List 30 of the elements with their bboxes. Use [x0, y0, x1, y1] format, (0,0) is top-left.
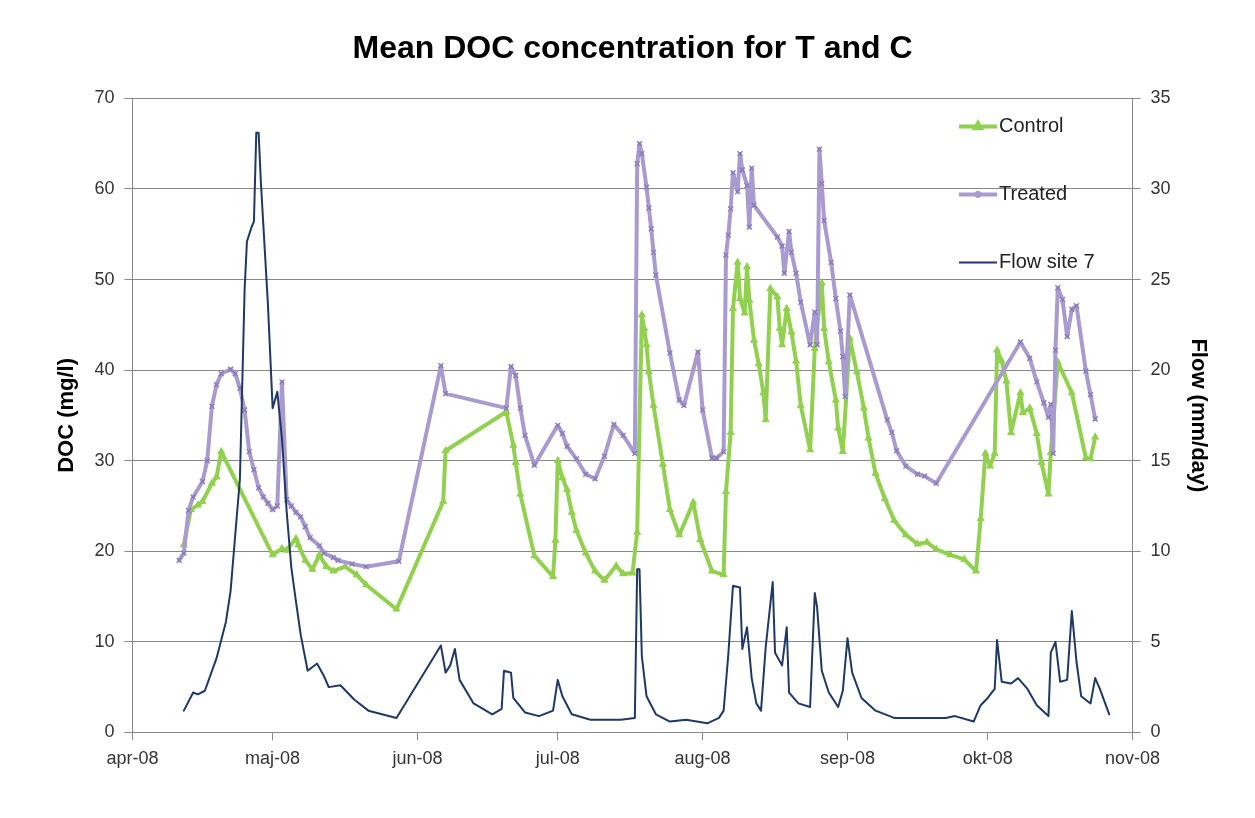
y-tick-label: 30 — [94, 449, 115, 470]
y-tick-label: 20 — [94, 540, 115, 561]
y-tick-label: 60 — [94, 177, 115, 198]
y2-axis-title: Flow (mm/day) — [1186, 338, 1212, 493]
x-tick-label: okt-08 — [962, 748, 1013, 769]
y-tick-label: 40 — [94, 359, 115, 380]
y2-tick-label: 15 — [1150, 449, 1171, 470]
y2-tick-label: 30 — [1150, 177, 1171, 198]
legend-label: Flow site 7 — [998, 249, 1095, 272]
y2-tick-label: 10 — [1150, 540, 1171, 561]
legend-label: Treated — [998, 181, 1068, 204]
legend-label: Control — [998, 113, 1064, 136]
x-tick-label: jul-08 — [534, 748, 580, 769]
y2-tick-label: 5 — [1150, 630, 1161, 651]
x-tick-label: jun-08 — [391, 748, 443, 769]
y2-tick-label: 20 — [1150, 359, 1171, 380]
y-tick-label: 0 — [104, 721, 115, 742]
y-tick-label: 50 — [94, 268, 115, 289]
y-tick-label: 70 — [94, 87, 115, 108]
y-axis-title: DOC (mg/l) — [53, 357, 79, 473]
chart-title: Mean DOC concentration for T and C — [352, 29, 913, 66]
y2-tick-label: 0 — [1150, 721, 1161, 742]
y-tick-label: 10 — [94, 630, 115, 651]
x-tick-label: nov-08 — [1105, 748, 1161, 769]
y2-tick-label: 25 — [1150, 268, 1171, 289]
x-tick-label: aug-08 — [674, 748, 731, 769]
y2-tick-label: 35 — [1150, 87, 1171, 108]
x-tick-label: sep-08 — [819, 748, 876, 769]
x-tick-label: maj-08 — [245, 748, 301, 769]
x-tick-label: apr-08 — [106, 748, 159, 769]
